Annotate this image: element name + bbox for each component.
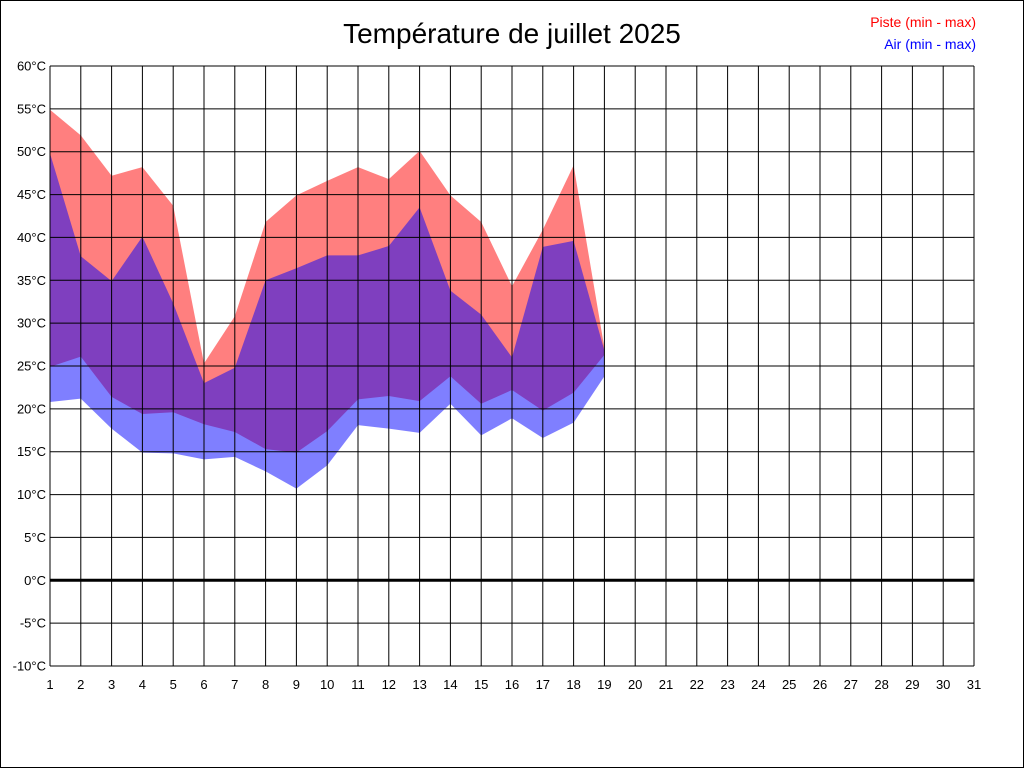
x-tick-label: 3 bbox=[108, 677, 115, 692]
legend-entry-piste: Piste (min - max) bbox=[870, 14, 976, 30]
chart-title: Température de juillet 2025 bbox=[343, 18, 681, 49]
x-tick-label: 23 bbox=[720, 677, 734, 692]
x-tick-label: 31 bbox=[967, 677, 981, 692]
y-tick-label: 55°C bbox=[17, 101, 46, 116]
y-tick-label: 20°C bbox=[17, 401, 46, 416]
x-tick-label: 14 bbox=[443, 677, 457, 692]
x-tick-label: 22 bbox=[690, 677, 704, 692]
x-tick-label: 21 bbox=[659, 677, 673, 692]
x-tick-label: 6 bbox=[200, 677, 207, 692]
x-tick-label: 16 bbox=[505, 677, 519, 692]
x-tick-label: 26 bbox=[813, 677, 827, 692]
y-tick-label: 0°C bbox=[24, 573, 46, 588]
x-tick-label: 8 bbox=[262, 677, 269, 692]
x-tick-label: 10 bbox=[320, 677, 334, 692]
x-tick-label: 11 bbox=[351, 677, 365, 692]
y-tick-label: 60°C bbox=[17, 59, 46, 74]
x-tick-label: 25 bbox=[782, 677, 796, 692]
y-tick-label: 30°C bbox=[17, 316, 46, 331]
x-tick-label: 5 bbox=[170, 677, 177, 692]
x-tick-label: 12 bbox=[382, 677, 396, 692]
y-tick-label: 35°C bbox=[17, 273, 46, 288]
x-tick-label: 4 bbox=[139, 677, 146, 692]
x-tick-label: 15 bbox=[474, 677, 488, 692]
x-tick-label: 19 bbox=[597, 677, 611, 692]
x-tick-label: 20 bbox=[628, 677, 642, 692]
x-tick-label: 18 bbox=[566, 677, 580, 692]
x-tick-label: 28 bbox=[874, 677, 888, 692]
x-tick-label: 30 bbox=[936, 677, 950, 692]
y-tick-label: 45°C bbox=[17, 187, 46, 202]
x-tick-label: 27 bbox=[844, 677, 858, 692]
x-tick-label: 1 bbox=[46, 677, 53, 692]
x-tick-label: 24 bbox=[751, 677, 765, 692]
x-tick-label: 17 bbox=[536, 677, 550, 692]
y-tick-label: 25°C bbox=[17, 359, 46, 374]
x-tick-label: 9 bbox=[293, 677, 300, 692]
x-tick-label: 7 bbox=[231, 677, 238, 692]
y-tick-label: 5°C bbox=[24, 530, 46, 545]
x-tick-label: 29 bbox=[905, 677, 919, 692]
y-tick-label: 40°C bbox=[17, 230, 46, 245]
y-tick-label: -5°C bbox=[20, 616, 46, 631]
y-tick-label: 50°C bbox=[17, 144, 46, 159]
legend-entry-air: Air (min - max) bbox=[884, 36, 976, 52]
y-tick-label: 15°C bbox=[17, 444, 46, 459]
y-tick-label: -10°C bbox=[13, 659, 46, 674]
y-tick-label: 10°C bbox=[17, 487, 46, 502]
x-tick-label: 13 bbox=[412, 677, 426, 692]
x-tick-label: 2 bbox=[77, 677, 84, 692]
